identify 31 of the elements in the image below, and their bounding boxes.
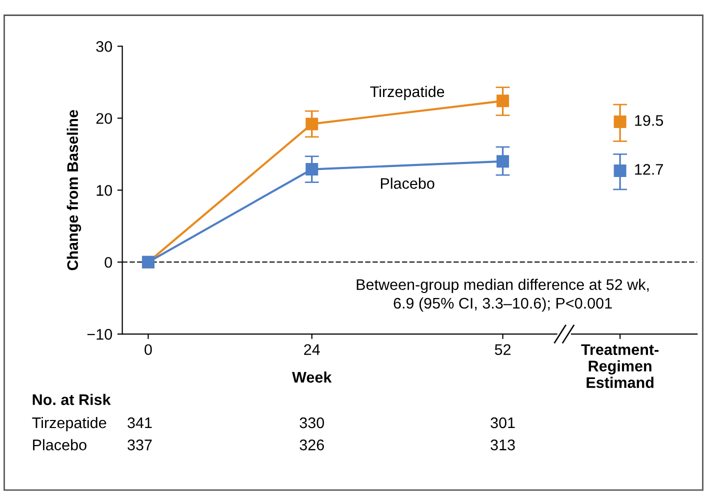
y-tick-label: 0: [104, 256, 112, 268]
series-label: Tirzepatide: [370, 86, 444, 100]
x-tick-label: 24: [304, 344, 320, 355]
annotation: Between-group median difference at 52 wk, 6.9 (95% CI, 3.3–10.6); P<0.001: [356, 278, 649, 312]
y-tick-label: −10: [87, 328, 112, 340]
point: [306, 118, 318, 130]
y-tick-label: 10: [96, 185, 112, 196]
x-tick-label: 0: [144, 344, 152, 356]
x-axis-title: Week: [292, 371, 332, 383]
y-axis-title: Change from Baseline: [66, 110, 82, 270]
text: No. at Risk: [32, 394, 111, 406]
point: [614, 116, 626, 128]
data-label: 19.5: [635, 115, 664, 126]
point: [614, 164, 626, 177]
text: Placebo: [33, 439, 86, 450]
point: [496, 94, 510, 108]
data-label: 12.7: [635, 164, 663, 175]
text: 341: [128, 417, 152, 428]
y-tick-label: 20: [96, 113, 112, 124]
x-tick-label: 52: [494, 344, 511, 356]
text: 337: [128, 440, 152, 450]
text: 301: [490, 417, 515, 428]
series-label: Placebo: [380, 178, 434, 189]
text: 313: [490, 440, 515, 450]
text: Tirzepatide: [32, 416, 106, 432]
text: 326: [300, 440, 324, 450]
text: 330: [300, 417, 324, 428]
point: [306, 163, 318, 176]
y-tick-label: 30: [96, 41, 112, 52]
x-tick-label: Treatment- Regimen Estimand: [581, 344, 658, 388]
point: [496, 155, 510, 168]
